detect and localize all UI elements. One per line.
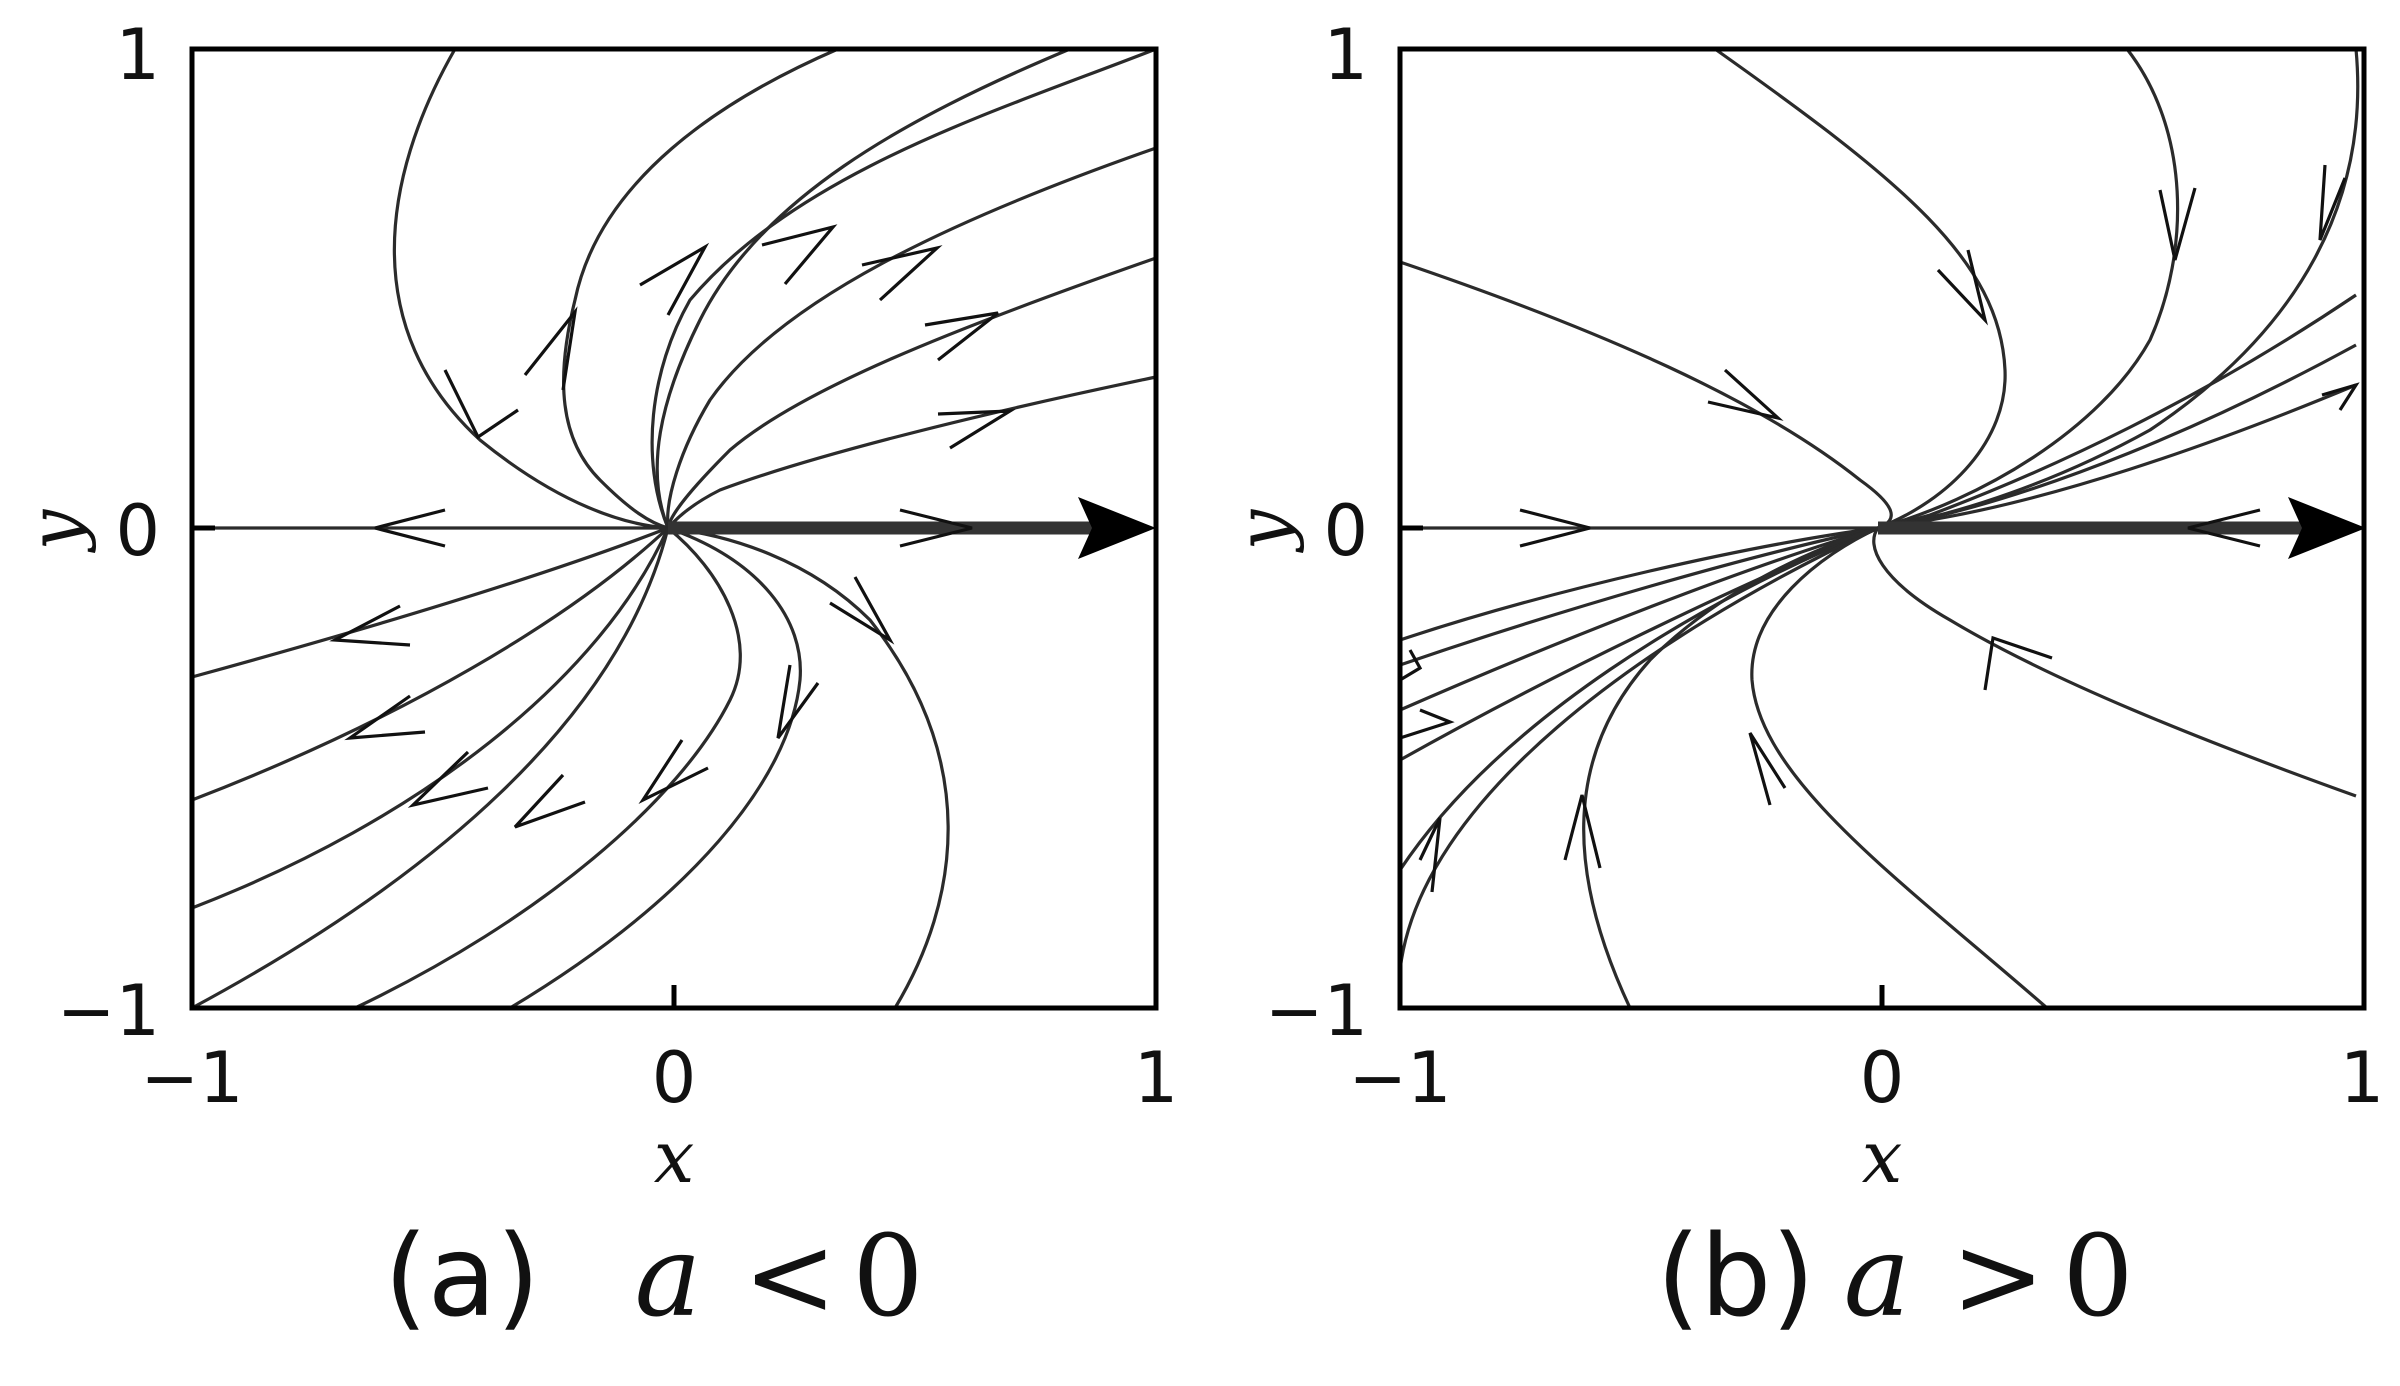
panel-b: 1 0 −1 −1 0 1 x y (b) a > 0 (1221, 14, 2384, 1342)
panel-a-x-axis-label: x (654, 1115, 695, 1199)
arrowhead (937, 409, 1017, 450)
streamline (666, 375, 1157, 530)
streamline (191, 527, 670, 910)
streamline (666, 256, 1157, 529)
panel-a-caption: (a) a < 0 (384, 1212, 924, 1342)
panel-a-caption-value: 0 (852, 1212, 923, 1342)
panel-a-y-tick-top: 1 (115, 14, 160, 96)
arrowhead (1748, 732, 1787, 806)
panel-b-y-tick-bottom: −1 (1265, 970, 1368, 1052)
panel-b-caption-op: > (1951, 1212, 2045, 1342)
arrowhead (776, 664, 820, 739)
arrowhead (639, 242, 710, 316)
streamline (562, 47, 839, 530)
streamline (1399, 526, 1879, 642)
streamline (1714, 47, 2007, 530)
arrowhead (1418, 817, 1442, 893)
arrowhead (1519, 508, 1591, 548)
panel-a-y-tick-mid: 0 (115, 490, 160, 572)
panel-a-y-axis-label: y (13, 508, 97, 553)
panel-a-x-tick-mid: 0 (652, 1037, 697, 1119)
streamline (1877, 343, 2357, 530)
streamline (1877, 48, 2180, 530)
streamline (191, 526, 670, 802)
panel-b-arrowheads (1399, 164, 2360, 893)
panel-a-arrowheads (329, 224, 1017, 829)
streamline (1398, 526, 1879, 971)
panel-a-x-tick-right: 1 (1134, 1037, 1179, 1119)
streamline (666, 146, 1157, 529)
arrowhead (344, 694, 426, 741)
arrowhead (329, 604, 411, 647)
panel-a-caption-label: (a) (384, 1212, 540, 1342)
arrowhead (2187, 508, 2261, 548)
panel-b-thick-arrowhead (2288, 497, 2366, 559)
panel-a-x-tick-left: −1 (140, 1037, 243, 1119)
arrowhead (1563, 794, 1602, 869)
streamline (650, 47, 1157, 529)
streamline (1750, 526, 2049, 1010)
panel-b-caption: (b) a > 0 (1657, 1212, 2134, 1342)
streamline (1399, 526, 1879, 712)
panel-a-y-tick-bottom: −1 (57, 970, 160, 1052)
arrowhead (761, 224, 838, 286)
arrowhead (523, 306, 578, 391)
panel-b-x-tick-right: 1 (2340, 1037, 2385, 1119)
streamline (191, 527, 670, 1010)
panel-b-x-axis-label: x (1862, 1115, 1903, 1199)
arrowhead (374, 508, 446, 548)
streamline (191, 526, 669, 679)
arrowhead (1707, 368, 1784, 421)
panel-a-thick-arrowhead (1078, 497, 1156, 559)
streamline (509, 526, 802, 1010)
panel-b-caption-value: 0 (2062, 1212, 2133, 1342)
arrowhead (2321, 382, 2360, 411)
arrowhead (1399, 649, 1423, 682)
streamline (1399, 260, 1893, 530)
arrowhead (407, 750, 489, 808)
streamline (1872, 527, 2357, 798)
arrowhead (513, 773, 586, 829)
arrowhead (2158, 187, 2197, 261)
panel-a: 1 0 −1 −1 0 1 x y (a) a < 0 (13, 14, 1178, 1342)
streamline (1398, 526, 1879, 871)
panel-b-x-tick-left: −1 (1348, 1037, 1451, 1119)
streamline (1399, 526, 1879, 667)
arrowhead (829, 576, 895, 645)
streamline (392, 48, 669, 530)
panel-a-caption-param: a (635, 1212, 702, 1342)
arrowhead (1983, 635, 2053, 691)
panel-a-streamlines (191, 47, 1157, 1010)
panel-b-y-axis-label: y (1221, 508, 1305, 553)
arrowhead (638, 739, 709, 805)
streamline (354, 526, 742, 1010)
arrowhead (443, 369, 519, 440)
panel-b-x-tick-mid: 0 (1860, 1037, 1905, 1119)
panel-b-y-tick-mid: 0 (1323, 490, 1368, 572)
arrowhead (1399, 708, 1455, 740)
panel-b-caption-param: a (1844, 1212, 1911, 1342)
streamline (667, 526, 950, 1009)
arrowhead (1936, 249, 1988, 326)
panel-a-caption-op: < (743, 1212, 837, 1342)
streamline (1582, 526, 1879, 1009)
panel-b-y-tick-top: 1 (1323, 14, 1368, 96)
arrowhead (924, 311, 999, 362)
arrowhead (899, 508, 973, 548)
arrowhead (861, 245, 943, 302)
arrowhead (2318, 164, 2347, 241)
streamline (655, 47, 1071, 529)
panel-b-caption-label: (b) (1657, 1212, 1815, 1342)
streamline (1877, 293, 2357, 530)
panel-b-streamlines (1398, 47, 2360, 1010)
